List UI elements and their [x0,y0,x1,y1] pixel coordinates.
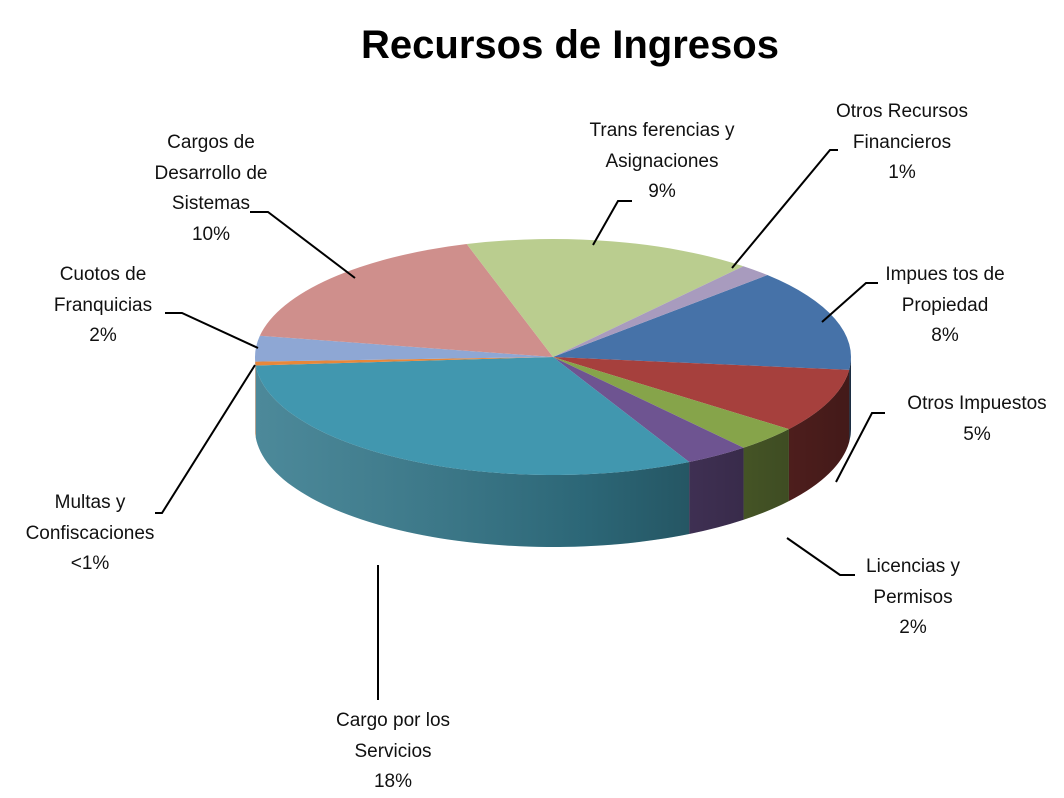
category-label: Licencias y Permisos [856,552,971,613]
category-label: Otros Recursos Financieros [827,97,977,158]
category-label: Trans ferencias y Asignaciones [575,116,750,177]
value-label: 1% [827,158,977,189]
slice-side [689,448,743,534]
chart-title: Recursos de Ingresos [361,23,779,67]
value-label: 8% [875,321,1015,352]
category-label: Cargo por los Servicios [321,706,466,767]
slice-side [255,362,256,438]
value-label: 2% [856,613,971,644]
value-label: 9% [575,177,750,208]
leader-line [593,201,632,245]
category-label: Otros Impuestos [887,389,1064,420]
leader-line [165,313,258,348]
slice-side [849,357,851,442]
value-label: 10% [141,220,281,251]
value-label: <1% [8,549,173,580]
value-label: 18% [321,767,466,798]
category-label: Cargos de Desarrollo de Sistemas [141,128,281,220]
value-label: 2% [38,321,168,352]
data-label: Multas y Confiscaciones<1% [8,488,173,580]
category-label: Impues tos de Propiedad [875,260,1015,321]
leader-line [787,538,855,575]
value-label: 5% [887,420,1064,451]
category-label: Cuotos de Franquicias [38,260,168,321]
category-label: Multas y Confiscaciones [8,488,173,549]
